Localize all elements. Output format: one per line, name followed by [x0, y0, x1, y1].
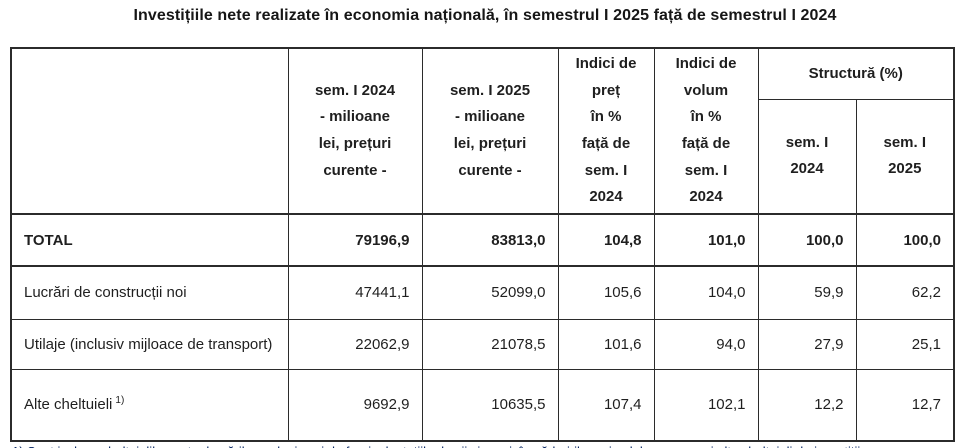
- cell-value: 27,9: [757, 318, 857, 370]
- header-row-2: sem. I 2024 sem. I 2025: [11, 98, 955, 215]
- investments-table: sem. I 2024 - milioane lei, prețuri cure…: [10, 47, 955, 443]
- header-structure-sem1-2025: sem. I 2025: [855, 98, 955, 215]
- table-row-utilaje: Utilaje (inclusiv mijloace de transport)…: [10, 318, 955, 370]
- row-label: Alte cheltuieli 1): [10, 368, 289, 442]
- cell-value: 105,6: [557, 265, 655, 320]
- cell-value: 9692,9: [287, 368, 423, 442]
- cell-value: 22062,9: [287, 318, 423, 370]
- header-structure-sem1-2024: sem. I 2024: [757, 98, 857, 215]
- cell-value: 100,0: [757, 213, 857, 267]
- cell-value: 104,0: [653, 265, 759, 320]
- row-label: Utilaje (inclusiv mijloace de transport): [10, 318, 289, 370]
- cell-value: 10635,5: [421, 368, 559, 442]
- header-price-index: Indici de preț în % față de sem. I 2024: [557, 47, 655, 215]
- cell-value: 101,6: [557, 318, 655, 370]
- cell-value: 12,2: [757, 368, 857, 442]
- cell-value: 100,0: [855, 213, 955, 267]
- footnote-ref-superscript: 1): [115, 395, 125, 407]
- cell-value: 12,7: [855, 368, 955, 442]
- cell-value: 52099,0: [421, 265, 559, 320]
- header-empty-cell: [10, 47, 289, 215]
- cell-value: 107,4: [557, 368, 655, 442]
- row-label: TOTAL: [10, 213, 289, 267]
- cell-value: 25,1: [855, 318, 955, 370]
- table-row-constructii: Lucrări de construcții noi 47441,1 52099…: [10, 265, 955, 320]
- table-row-total: TOTAL 79196,9 83813,0 104,8 101,0 100,0 …: [10, 213, 955, 267]
- header-structure: Structură (%): [757, 47, 955, 100]
- page-title: Investițiile nete realizate în economia …: [133, 7, 837, 24]
- cell-value: 62,2: [855, 265, 955, 320]
- cell-value: 83813,0: [421, 213, 559, 267]
- header-sem1-2025-mil-lei: sem. I 2025 - milioane lei, prețuri cure…: [421, 47, 559, 215]
- row-label: Lucrări de construcții noi: [10, 265, 289, 320]
- cell-value: 79196,9: [287, 213, 423, 267]
- footnote-clipped: 1) Sunt incluse cheltuielile pentru lucr…: [12, 443, 962, 448]
- cell-value: 101,0: [653, 213, 759, 267]
- header-row-1: sem. I 2024 - milioane lei, prețuri cure…: [10, 47, 955, 215]
- cell-value: 21078,5: [421, 318, 559, 370]
- row-label-text: Alte cheltuieli: [24, 396, 113, 414]
- table-row-alte-cheltuieli: Alte cheltuieli 1) 9692,9 10635,5 107,4 1…: [10, 368, 955, 442]
- cell-value: 104,8: [557, 213, 655, 267]
- cell-value: 94,0: [653, 318, 759, 370]
- cell-value: 47441,1: [287, 265, 423, 320]
- cell-value: 102,1: [653, 368, 759, 442]
- header-volume-index: Indici de volum în % față de sem. I 2024: [653, 47, 759, 215]
- header-sem1-2024-mil-lei: sem. I 2024 - milioane lei, prețuri cure…: [287, 47, 423, 215]
- cell-value: 59,9: [757, 265, 857, 320]
